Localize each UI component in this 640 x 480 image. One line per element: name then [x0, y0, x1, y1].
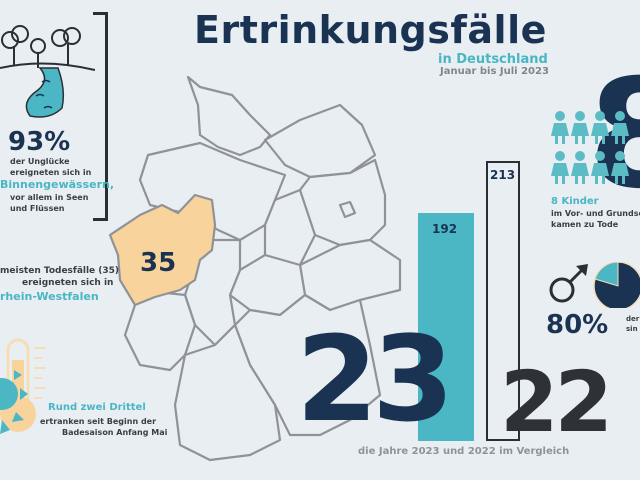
state-mv	[263, 103, 377, 179]
bar-2023	[418, 213, 474, 441]
children-text-1: im Vor- und Grundsch	[551, 209, 640, 218]
bar-2022	[486, 161, 520, 441]
state-sn	[298, 238, 402, 312]
state-sh	[186, 75, 272, 157]
bracket-divider	[93, 12, 108, 221]
gender-text-2: sin	[626, 325, 638, 333]
year-2022-large: 22	[500, 353, 613, 451]
bar-2022-value: 213	[490, 168, 516, 182]
male-symbol-icon	[549, 262, 640, 308]
year-2023-large: 23	[296, 310, 454, 448]
nrw-text-1: meisten Todesfälle (35)	[0, 266, 120, 276]
thermometer-sun-icon	[0, 338, 46, 434]
children-icon	[551, 111, 629, 184]
state-by	[233, 293, 382, 437]
male-percent: 80%	[546, 310, 609, 340]
period-label: Januar bis Juli 2023	[440, 66, 549, 77]
state-rp	[123, 288, 197, 372]
state-bw	[173, 323, 282, 462]
comparison-caption: die Jahre 2023 und 2022 im Vergleich	[358, 446, 570, 457]
inland-text-4: und Flüssen	[10, 204, 65, 213]
inland-text-1: der Unglücke	[10, 157, 70, 166]
children-highlight: 8 Kinder	[551, 196, 599, 207]
season-text-2: Badesaison Anfang Mai	[62, 428, 168, 437]
season-highlight: Rund zwei Drittel	[48, 402, 146, 413]
nrw-text-2: ereigneten sich in	[22, 278, 114, 288]
bar-2023-value: 192	[432, 222, 458, 236]
trees-river-icon	[0, 25, 95, 118]
berlin	[338, 200, 357, 219]
inland-highlight: Binnengewässern,	[0, 178, 115, 191]
nrw-highlight: rhein-Westfalen	[0, 290, 99, 303]
state-nrw	[108, 193, 217, 307]
season-text-1: ertranken seit Beginn der	[40, 417, 157, 426]
nrw-count: 35	[140, 248, 177, 278]
page-title: Ertrinkungsfälle	[194, 8, 547, 52]
inland-text-2: ereigneten sich in	[10, 168, 92, 177]
inland-percent: 93%	[8, 127, 71, 157]
children-text-2: kamen zu Tode	[551, 220, 619, 229]
page-subtitle: in Deutschland	[438, 52, 548, 67]
inland-text-3: vor allem in Seen	[10, 193, 89, 202]
gender-text-1: der	[626, 315, 640, 323]
germany-map	[108, 75, 402, 462]
